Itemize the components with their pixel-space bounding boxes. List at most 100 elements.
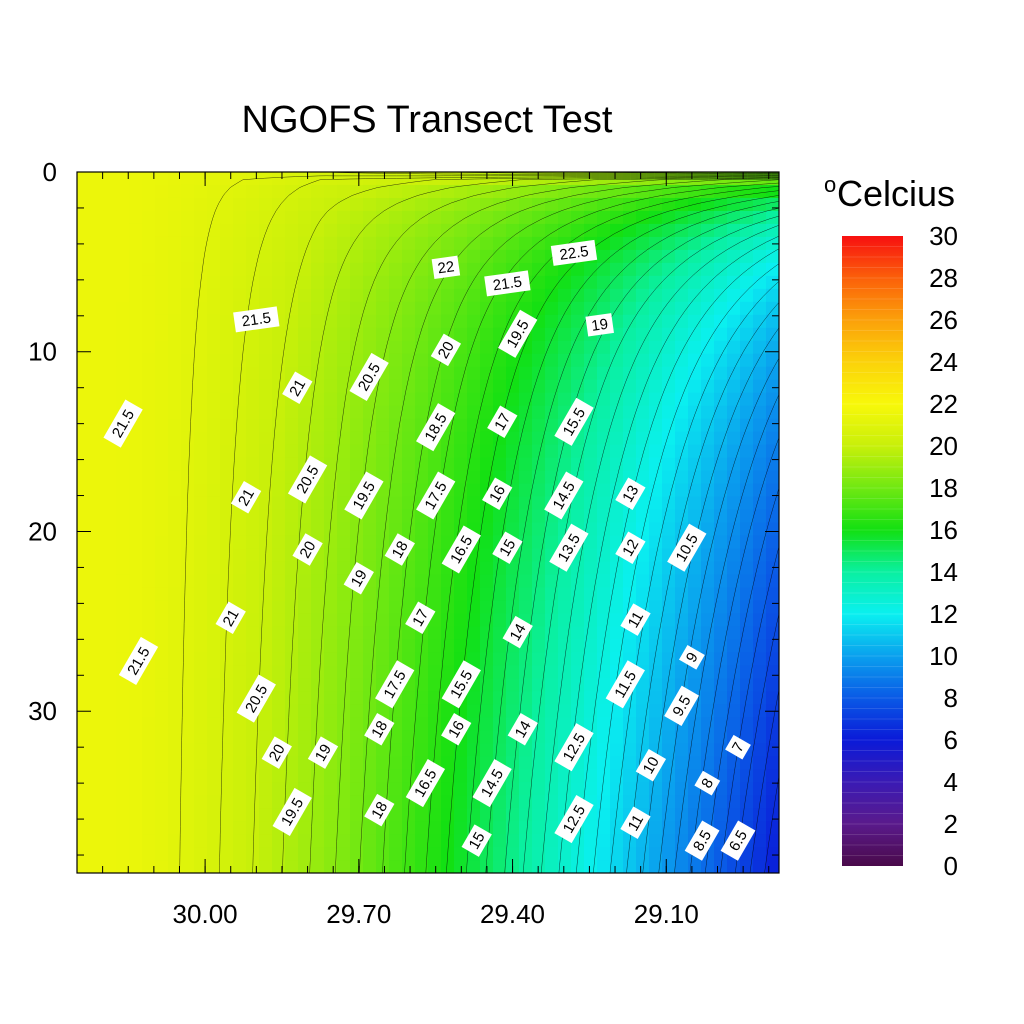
heatmap-cell bbox=[272, 522, 286, 537]
heatmap-cell bbox=[116, 782, 130, 796]
heatmap-cell bbox=[753, 418, 767, 433]
heatmap-cell bbox=[662, 847, 676, 861]
heatmap-cell bbox=[766, 782, 779, 796]
heatmap-cell bbox=[220, 340, 234, 355]
heatmap-cell bbox=[337, 197, 351, 212]
heatmap-cell bbox=[662, 665, 676, 679]
heatmap-cell bbox=[311, 821, 325, 835]
heatmap-cell bbox=[701, 561, 715, 576]
heatmap-cell bbox=[675, 184, 689, 199]
heatmap-cell bbox=[584, 483, 598, 498]
heatmap-cell bbox=[766, 600, 779, 614]
heatmap-cell bbox=[246, 197, 260, 212]
heatmap-cell bbox=[168, 353, 182, 368]
heatmap-cell bbox=[480, 444, 494, 459]
heatmap-cell bbox=[181, 197, 195, 212]
heatmap-cell bbox=[532, 847, 546, 861]
heatmap-cell bbox=[168, 249, 182, 264]
heatmap-cell bbox=[753, 405, 767, 420]
heatmap-cell bbox=[727, 574, 741, 589]
heatmap-cell bbox=[337, 795, 351, 809]
heatmap-cell bbox=[571, 626, 585, 640]
heatmap-cell bbox=[194, 665, 208, 679]
heatmap-cell bbox=[545, 340, 559, 355]
heatmap-cell bbox=[285, 288, 299, 303]
heatmap-cell bbox=[337, 353, 351, 368]
heatmap-cell bbox=[532, 782, 546, 796]
heatmap-cell bbox=[740, 470, 754, 485]
heatmap-cell bbox=[389, 418, 403, 433]
heatmap-cell bbox=[480, 327, 494, 342]
heatmap-cell bbox=[688, 457, 702, 472]
heatmap-cell bbox=[168, 223, 182, 238]
heatmap-cell bbox=[441, 392, 455, 407]
heatmap-cell bbox=[285, 301, 299, 316]
heatmap-cell bbox=[675, 327, 689, 342]
contour-line bbox=[674, 394, 779, 873]
heatmap-cell bbox=[77, 847, 91, 861]
heatmap-cell bbox=[584, 470, 598, 485]
heatmap-cell bbox=[428, 392, 442, 407]
heatmap-cell bbox=[337, 262, 351, 277]
heatmap-cell bbox=[337, 223, 351, 238]
heatmap-cell bbox=[285, 574, 299, 589]
heatmap-cell bbox=[480, 665, 494, 679]
heatmap-cell bbox=[90, 678, 104, 692]
heatmap-cell bbox=[155, 249, 169, 264]
heatmap-cell bbox=[597, 756, 611, 770]
heatmap-cell bbox=[389, 626, 403, 640]
heatmap-cell bbox=[740, 457, 754, 472]
heatmap-cell bbox=[220, 418, 234, 433]
heatmap-cell bbox=[753, 860, 767, 873]
heatmap-cell bbox=[636, 327, 650, 342]
heatmap-cell bbox=[168, 262, 182, 277]
heatmap-cell bbox=[259, 795, 273, 809]
heatmap-cell bbox=[220, 301, 234, 316]
heatmap-cell bbox=[688, 756, 702, 770]
heatmap-cell bbox=[480, 379, 494, 394]
heatmap-cell bbox=[363, 418, 377, 433]
heatmap-cell bbox=[103, 574, 117, 589]
contour-label: 18 bbox=[364, 712, 395, 746]
heatmap-cell bbox=[740, 665, 754, 679]
contour-label-text: 18 bbox=[368, 718, 391, 741]
heatmap-cell bbox=[740, 301, 754, 316]
contour-label-box bbox=[215, 601, 246, 635]
heatmap-cell bbox=[545, 535, 559, 550]
heatmap-cell bbox=[103, 795, 117, 809]
heatmap-cell bbox=[662, 314, 676, 329]
heatmap-cell bbox=[272, 626, 286, 640]
heatmap-cell bbox=[207, 808, 221, 822]
heatmap-cell bbox=[77, 639, 91, 653]
heatmap-cell bbox=[389, 288, 403, 303]
heatmap-cell bbox=[90, 548, 104, 563]
heatmap-cell bbox=[259, 262, 273, 277]
heatmap-cell bbox=[337, 535, 351, 550]
heatmap-cell bbox=[103, 704, 117, 718]
heatmap-cell bbox=[233, 223, 247, 238]
heatmap-cell bbox=[584, 782, 598, 796]
heatmap-cell bbox=[363, 548, 377, 563]
heatmap-cell bbox=[181, 236, 195, 251]
heatmap-cell bbox=[558, 587, 572, 601]
heatmap-cell bbox=[337, 301, 351, 316]
heatmap-cell bbox=[116, 743, 130, 757]
heatmap-cell bbox=[402, 626, 416, 640]
heatmap-cell bbox=[311, 340, 325, 355]
heatmap-cell bbox=[714, 730, 728, 744]
x-axis: 30.00 29.70 29.40 29.10 bbox=[173, 899, 699, 929]
heatmap-cell bbox=[519, 821, 533, 835]
heatmap-cell bbox=[701, 691, 715, 705]
heatmap-cell bbox=[467, 249, 481, 264]
heatmap-cell bbox=[311, 405, 325, 420]
contour-label-text: 20 bbox=[266, 741, 289, 764]
heatmap-cell bbox=[662, 327, 676, 342]
colorbar-tick-label: 10 bbox=[929, 641, 958, 671]
heatmap-cell bbox=[727, 665, 741, 679]
heatmap-cell bbox=[103, 860, 117, 873]
heatmap-cell bbox=[246, 405, 260, 420]
contour-label: 22.5 bbox=[550, 239, 598, 266]
heatmap-cell bbox=[467, 262, 481, 277]
heatmap-cell bbox=[727, 327, 741, 342]
heatmap-cell bbox=[272, 262, 286, 277]
